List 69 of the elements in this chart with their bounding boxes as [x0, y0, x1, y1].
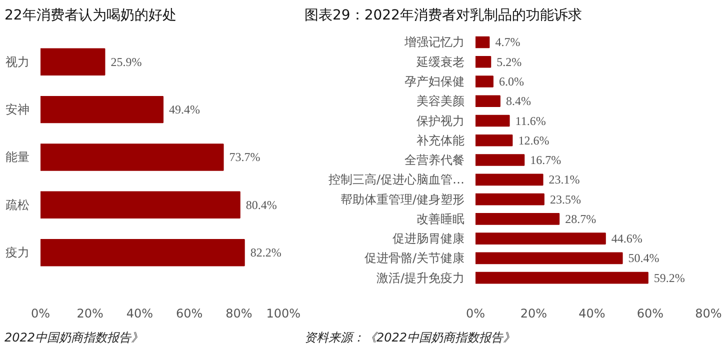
- x-tick-label: 20%: [76, 306, 104, 320]
- bar: [476, 252, 623, 264]
- x-tick-label: 20%: [520, 306, 548, 320]
- y-tick-label: 能量: [6, 150, 30, 164]
- data-label: 59.2%: [654, 270, 685, 285]
- data-label: 8.4%: [506, 94, 531, 108]
- bar: [40, 48, 106, 76]
- bar: [476, 56, 492, 68]
- x-tick-label: 40%: [578, 306, 606, 320]
- y-tick-label: 美容美颜: [416, 94, 464, 108]
- y-tick-label: 保护视力: [416, 114, 464, 128]
- text: 2022中国奶商指数报告》: [4, 330, 144, 344]
- data-label: 44.6%: [611, 232, 642, 246]
- y-tick-label: 促进肠胃健康: [392, 232, 464, 246]
- y-tick-label: 孕产妇保健: [404, 74, 464, 89]
- bar: [40, 144, 224, 171]
- data-label: 82.2%: [250, 246, 282, 260]
- y-tick-label: 全营养代餐: [404, 153, 464, 168]
- data-label: 4.7%: [495, 35, 520, 50]
- data-label: 80.4%: [246, 198, 277, 212]
- bar: [476, 95, 500, 108]
- y-tick-label: 增强记忆力: [404, 35, 464, 50]
- x-tick-label: 80%: [695, 306, 722, 320]
- bar: [476, 154, 525, 166]
- x-tick-label: 40%: [126, 306, 154, 320]
- data-label: 50.4%: [628, 251, 660, 266]
- bar: [476, 232, 606, 244]
- bar: [476, 193, 544, 206]
- data-label: 25.9%: [110, 54, 142, 69]
- bar: [476, 272, 648, 284]
- data-label: 23.5%: [550, 192, 581, 206]
- data-label: 28.7%: [565, 212, 596, 226]
- bar: [476, 134, 513, 146]
- y-tick-label: 视力: [6, 54, 30, 69]
- text: 资料来源：《2022中国奶商指数报告》: [304, 330, 516, 344]
- data-label: 11.6%: [515, 114, 546, 128]
- x-tick-label: 80%: [226, 306, 252, 320]
- bar: [476, 213, 560, 225]
- bar: [40, 191, 240, 219]
- data-label: 73.7%: [229, 150, 260, 164]
- x-tick-label: 0%: [466, 306, 486, 320]
- x-tick-label: 60%: [636, 306, 664, 320]
- y-tick-label: 帮助体重管理/健身塑形: [340, 192, 465, 206]
- y-tick-label: 控制三高/促进心脑血管…: [328, 172, 465, 187]
- data-label: 6.0%: [498, 74, 524, 89]
- data-label: 49.4%: [169, 102, 200, 117]
- data-label: 12.6%: [518, 133, 550, 148]
- chart-title: 22年消费者认为喝奶的好处: [4, 8, 176, 24]
- data-label: 23.1%: [548, 172, 580, 187]
- data-label: 16.7%: [530, 153, 562, 168]
- data-label: 5.2%: [496, 54, 522, 69]
- y-tick-label: 激活/提升免疫力: [376, 270, 465, 285]
- y-tick-label: 延缓衰老: [416, 54, 464, 69]
- x-tick-label: 0%: [30, 306, 50, 320]
- chart-title: 图表29：2022年消费者对乳制品的功能诉求: [304, 8, 582, 24]
- bar: [476, 114, 510, 127]
- y-tick-label: 疏松: [6, 198, 30, 212]
- x-tick-label: 60%: [176, 306, 203, 320]
- bar: [40, 238, 245, 266]
- bar: [476, 76, 494, 88]
- y-tick-label: 促进骨骼/关节健康: [364, 251, 465, 266]
- x-tick-label: 100%: [266, 306, 301, 320]
- y-tick-label: 疫力: [6, 246, 30, 260]
- bar: [476, 174, 544, 186]
- bar: [40, 96, 164, 124]
- y-tick-label: 安神: [6, 102, 30, 117]
- bar: [476, 36, 490, 48]
- y-tick-label: 补充体能: [416, 133, 464, 148]
- y-tick-label: 改善睡眠: [416, 212, 464, 226]
